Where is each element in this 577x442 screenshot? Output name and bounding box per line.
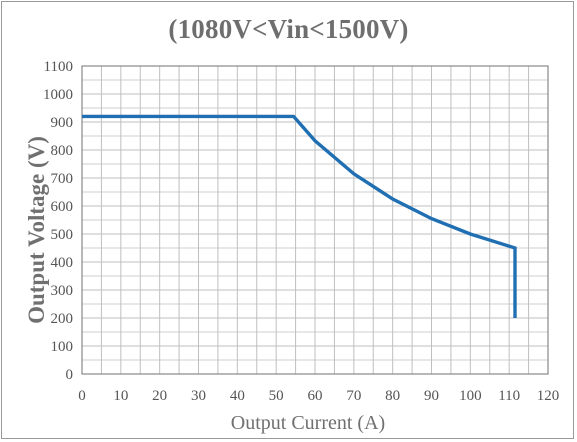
plot-area-border [81, 65, 549, 375]
x-tick-label: 20 [152, 388, 167, 404]
grid [82, 66, 548, 374]
x-tick-label: 80 [385, 388, 400, 404]
y-tick-label: 700 [51, 171, 74, 187]
y-tick-label: 600 [51, 199, 74, 215]
y-axis-label: Output Voltage (V) [24, 136, 49, 324]
x-tick-label: 60 [308, 388, 323, 404]
x-tick-label: 0 [78, 388, 86, 404]
x-tick-label: 10 [113, 388, 128, 404]
y-tick-label: 900 [51, 115, 74, 131]
x-axis-label: Output Current (A) [231, 412, 385, 434]
x-tick-label: 90 [424, 388, 439, 404]
x-tick-label: 30 [191, 388, 206, 404]
y-tick-label: 500 [51, 227, 74, 243]
x-tick-label: 110 [498, 388, 520, 404]
x-tick-label: 120 [537, 388, 560, 404]
y-tick-label: 400 [51, 255, 74, 271]
y-axis-ticks: 0 100 200 300 400 500 600 700 800 900 1000 1100 [43, 59, 73, 383]
x-tick-label: 100 [459, 388, 482, 404]
x-tick-label: 70 [346, 388, 361, 404]
x-axis-ticks: 0 10 20 30 40 50 60 70 80 90 100 110 120 [78, 388, 559, 404]
y-tick-label: 1100 [44, 59, 73, 75]
y-tick-label: 800 [51, 143, 74, 159]
x-tick-label: 50 [269, 388, 284, 404]
chart-title: (1080V<Vin<1500V) [168, 14, 409, 44]
y-tick-label: 300 [51, 283, 74, 299]
x-tick-label: 40 [230, 388, 245, 404]
y-tick-label: 1000 [43, 87, 73, 103]
series-line [82, 114, 517, 318]
y-tick-label: 100 [51, 339, 74, 355]
y-tick-label: 200 [51, 311, 74, 327]
series-layer [82, 114, 517, 318]
y-tick-label: 0 [66, 367, 74, 383]
